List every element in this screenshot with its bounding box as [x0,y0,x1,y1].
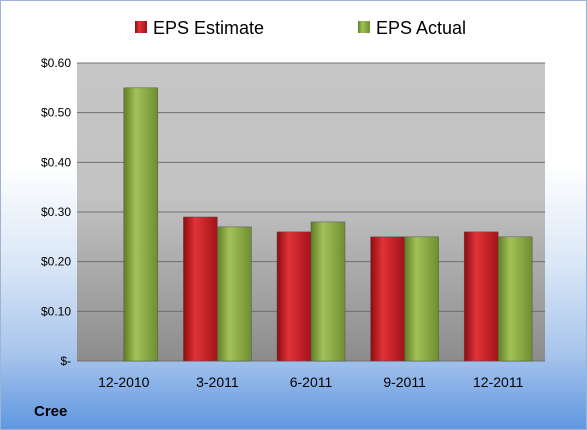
y-tick-label: $0.50 [41,106,71,120]
bar-estimate [463,231,499,362]
bar-actual [404,236,439,362]
x-tick-label: 6-2011 [290,374,333,390]
legend: EPS Estimate EPS Actual [135,18,466,38]
x-tick-label: 12-2011 [473,374,524,390]
legend-swatch-actual [358,21,370,33]
y-tick-label: $0.20 [41,255,71,269]
bar-actual [123,87,159,362]
y-axis-ticks: $- $0.10 $0.20 $0.30 $0.40 $0.50 $0.60 [41,56,71,368]
x-tick-label: 9-2011 [383,374,426,390]
x-axis-ticks: 12-2010 3-2011 6-2011 9-2011 12-2011 [98,374,523,390]
bars [123,87,533,362]
company-name: Cree [34,403,68,420]
bar-actual [497,236,533,362]
bar-actual [217,226,252,362]
bar-estimate [276,231,312,362]
bar-actual [310,221,346,362]
legend-swatch-estimate [135,21,147,33]
y-tick-label: $- [60,354,71,368]
bar-estimate [183,216,218,362]
y-tick-label: $0.40 [41,155,71,169]
y-tick-label: $0.10 [41,304,71,318]
x-tick-label: 3-2011 [196,374,239,390]
legend-label-estimate: EPS Estimate [153,18,264,38]
x-tick-label: 12-2010 [98,374,150,390]
bar-estimate [370,236,405,362]
y-tick-label: $0.30 [41,205,71,219]
legend-label-actual: EPS Actual [376,18,466,38]
y-tick-label: $0.60 [41,56,71,70]
